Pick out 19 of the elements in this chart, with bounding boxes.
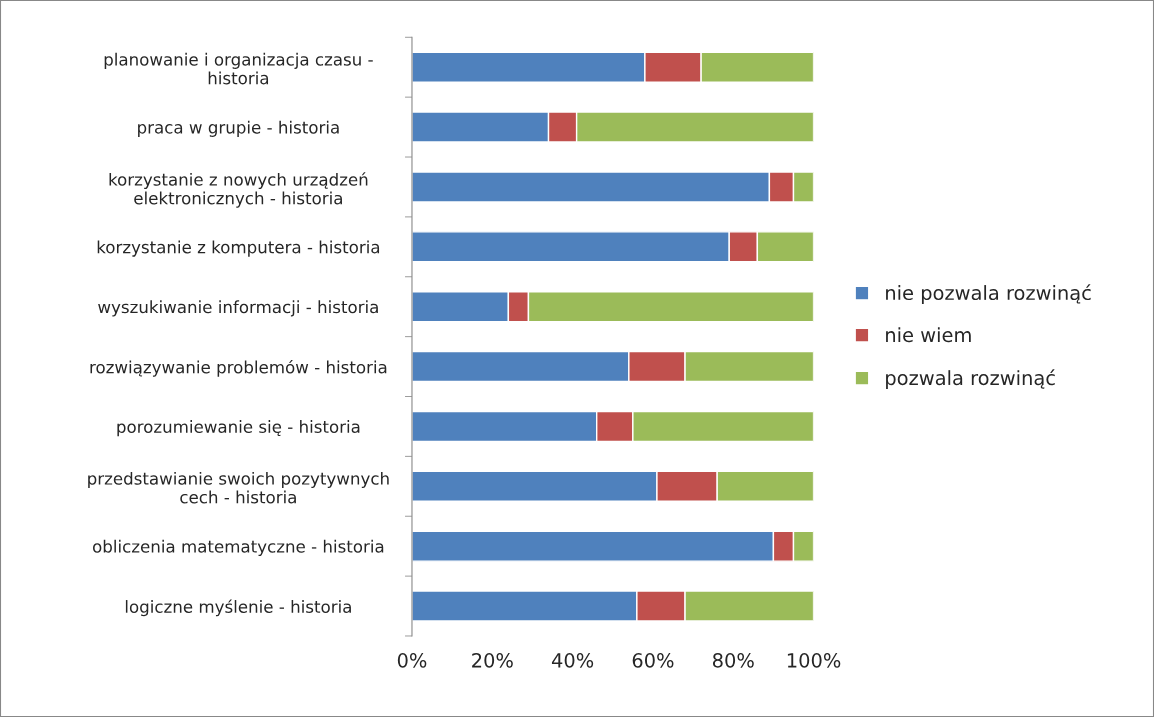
y-tick-label: porozumiewanie się - historia	[117, 420, 360, 437]
y-tick-label: przedstawianie swoich pozytywnych cech - historia	[88, 471, 389, 504]
y-tick-label: obliczenia matematyczne - historia	[92, 539, 384, 556]
y-tick-label: rozwiązywanie problemów - historia	[90, 359, 387, 377]
x-tick-label: 80%	[712, 652, 754, 668]
x-tick-label: 20%	[472, 652, 513, 668]
legend-label: nie pozwala rozwinąć	[886, 284, 1091, 304]
y-tick-label: korzystanie z nowych urządzeń elektronicznych - historia	[109, 172, 368, 208]
x-tick-label: 40%	[551, 652, 594, 668]
x-tick-label: 0%	[397, 652, 427, 668]
y-tick-label: korzystanie z komputera - historia	[97, 240, 380, 257]
x-tick-label: 100%	[787, 652, 841, 668]
y-tick-label: planowanie i organizacja czasu - historia	[104, 52, 373, 85]
y-tick-label: praca w grupie - historia	[138, 120, 339, 137]
legend-label: nie wiem	[886, 327, 971, 343]
x-tick-label: 60%	[632, 652, 674, 668]
y-tick-label: wyszukiwanie informacji - historia	[98, 300, 378, 317]
y-tick-label: logiczne myślenie - historia	[125, 599, 351, 617]
legend-label: pozwala rozwinąć	[886, 369, 1055, 389]
